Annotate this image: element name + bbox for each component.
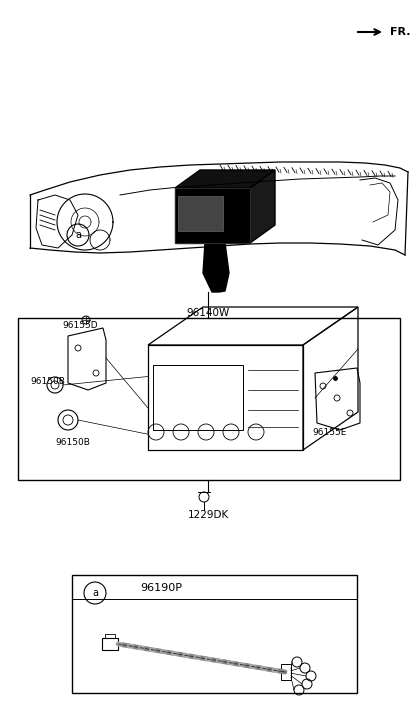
Text: a: a (92, 588, 98, 598)
Polygon shape (250, 170, 275, 243)
Text: 96140W: 96140W (186, 308, 230, 318)
Text: FR.: FR. (390, 27, 410, 37)
Bar (178, 196, 223, 231)
Bar (18, 318, 400, 480)
Text: 96190P: 96190P (140, 583, 182, 593)
Bar (153, 365, 243, 430)
Bar (105, 634, 115, 638)
Bar (102, 638, 118, 650)
Text: 96155E: 96155E (312, 428, 347, 437)
Text: 96150B: 96150B (55, 438, 90, 447)
Text: 96155D: 96155D (62, 321, 98, 330)
Text: a: a (75, 230, 81, 240)
Polygon shape (175, 170, 275, 188)
Bar (281, 664, 291, 680)
Polygon shape (175, 188, 250, 243)
Text: 1229DK: 1229DK (187, 510, 229, 520)
Polygon shape (203, 243, 229, 292)
Text: 96150B: 96150B (30, 377, 65, 387)
Bar (72, 575, 357, 693)
Bar (148, 345, 303, 450)
